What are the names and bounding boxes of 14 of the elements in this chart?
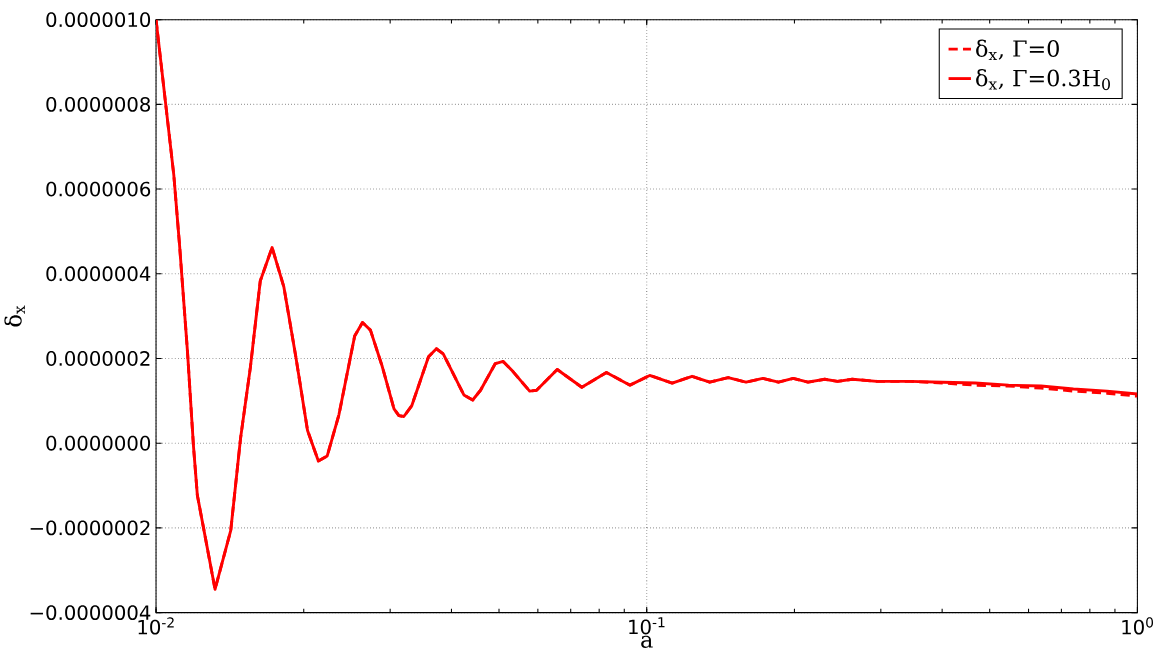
y-tick-label: −0.0000002 [30, 520, 150, 536]
legend-label: δ$_{x}$, Γ=0 [976, 39, 1059, 61]
x-axis-title: a [641, 635, 653, 649]
y-tick-label: 0.0000008 [46, 97, 151, 112]
y-tick-label: 0.0000000 [46, 435, 151, 451]
y-tick-label: 0.0000002 [46, 351, 150, 367]
y-tick-label: 0.0000004 [46, 266, 151, 282]
x-tick-label: 10$^{-1}$ [629, 617, 665, 635]
y-tick-label: 0.0000010 [46, 12, 151, 28]
legend-label: δ$_{x}$, Γ=0.3H$_{0}$ [976, 69, 1110, 91]
y-tick-label: −0.0000004 [30, 605, 151, 621]
y-axis-title: δ$_{x}$ [4, 305, 25, 327]
y-tick-label: 0.0000006 [46, 181, 151, 197]
x-tick-label: 10$^{0}$ [1122, 617, 1154, 635]
